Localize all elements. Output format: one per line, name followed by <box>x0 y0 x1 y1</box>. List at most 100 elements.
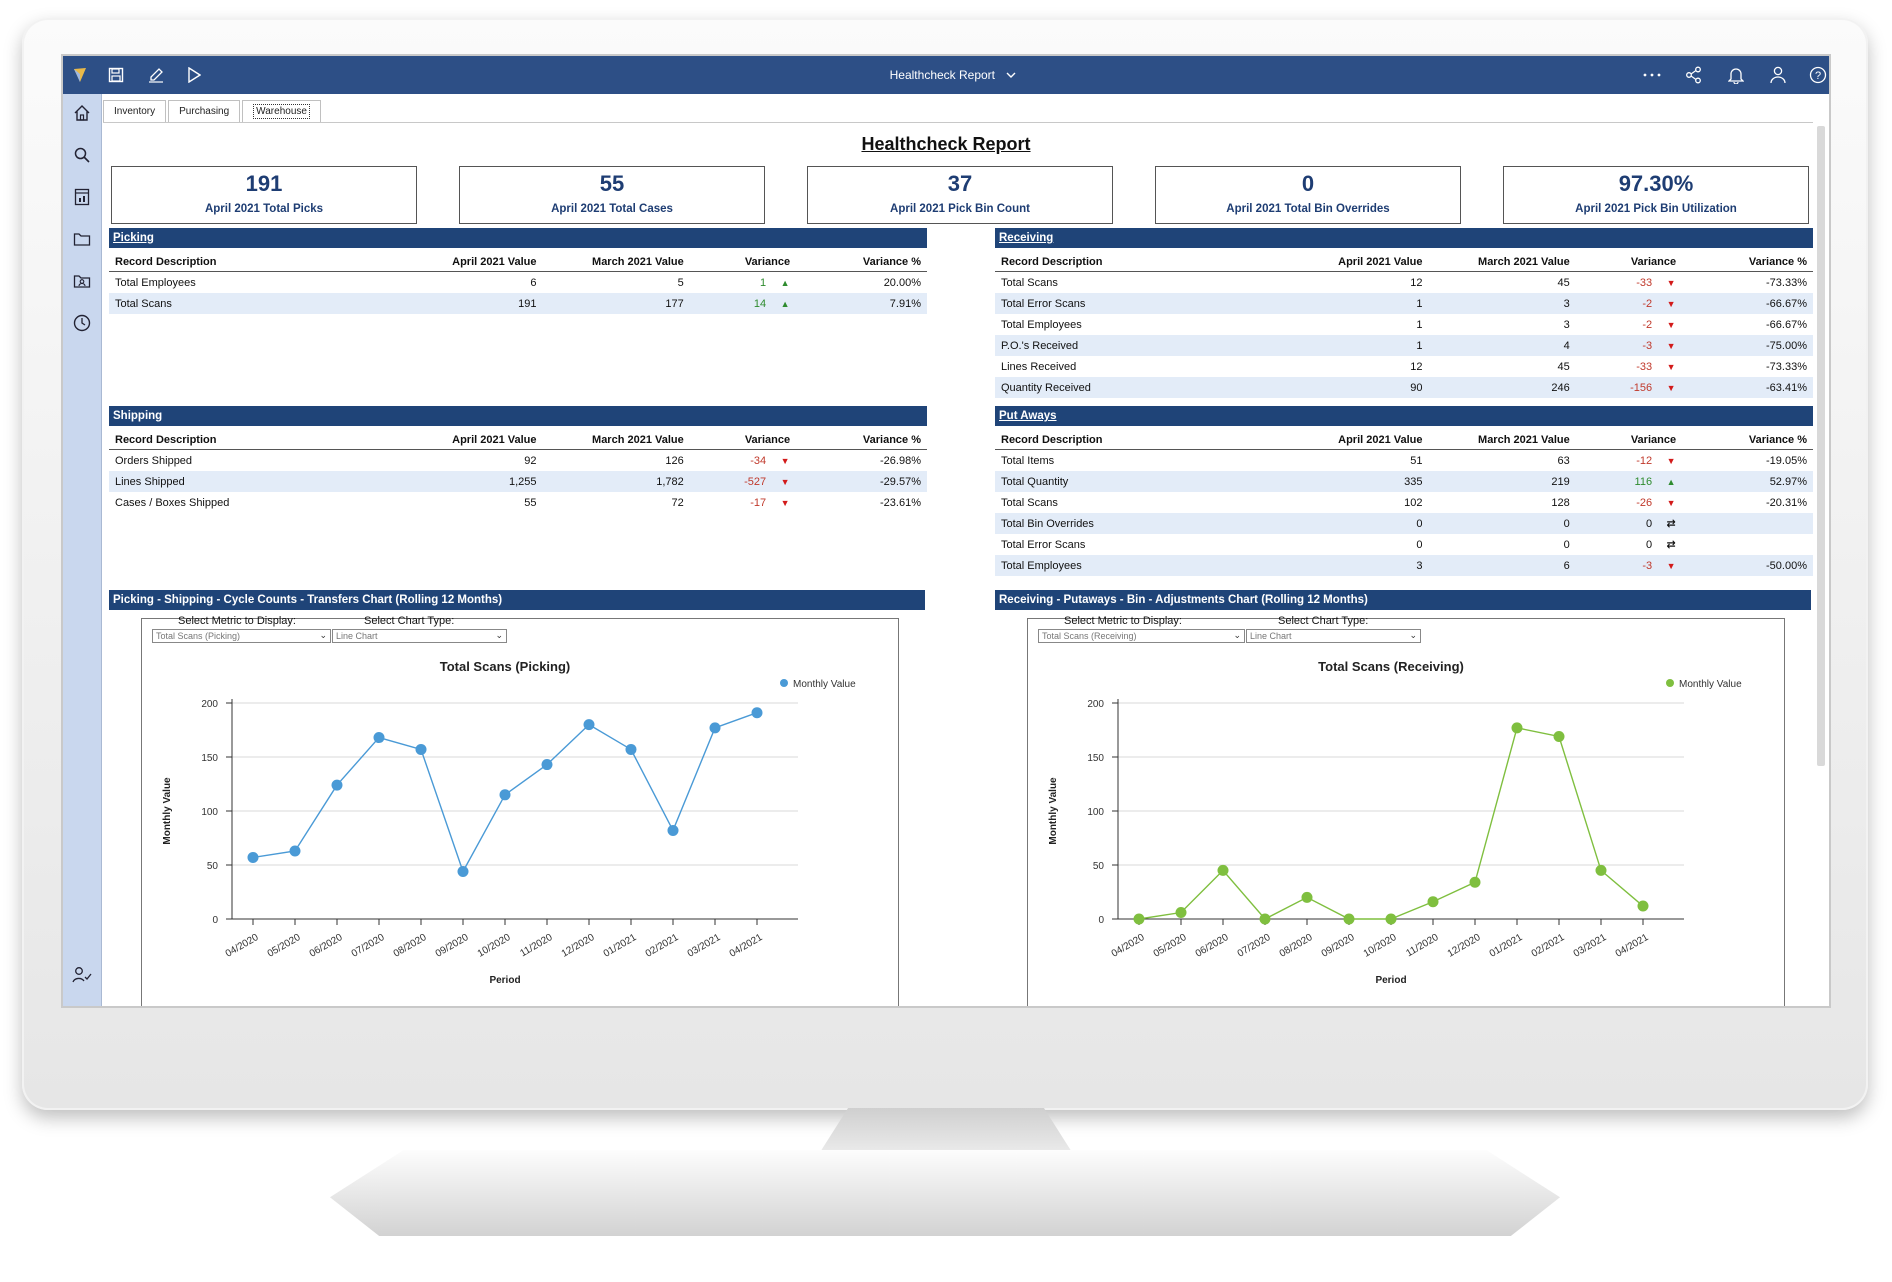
user-settings-icon[interactable] <box>71 964 93 986</box>
data-point <box>583 719 595 731</box>
record-description-text: Total Error Scans <box>1001 297 1086 310</box>
column-header: April 2021 Value <box>1289 252 1429 272</box>
record-description-text: P.O.'s Received <box>1001 339 1079 352</box>
column-header: Variance % <box>1682 430 1813 450</box>
record-description: Quantity Received <box>995 377 1290 398</box>
kpi-value: 0 <box>1301 171 1315 196</box>
variance-text: 0 <box>1645 518 1653 530</box>
column-header: Variance <box>689 252 797 272</box>
chart-type-select[interactable]: Line Chart ⌄ <box>332 629 507 643</box>
app-logo-icon[interactable] <box>69 64 91 86</box>
variance: -2 ▼ <box>1576 314 1682 335</box>
data-point <box>1553 730 1565 742</box>
record-description: Orders Shipped <box>109 450 403 472</box>
contacts-icon[interactable] <box>71 270 93 292</box>
april-value-text: 102 <box>1404 496 1423 509</box>
april-value: 1 <box>1289 335 1429 356</box>
x-tick-label: 12/2020 <box>560 932 597 960</box>
run-icon[interactable] <box>183 64 205 86</box>
variance-percent: -50.00% <box>1682 555 1813 576</box>
march-value: 72 <box>543 492 690 513</box>
column-header: Variance <box>1575 252 1683 272</box>
tab-purchasing[interactable]: Purchasing <box>168 100 241 123</box>
clock-icon[interactable] <box>71 312 93 334</box>
record-description-text: Total Employees <box>1001 318 1082 331</box>
march-value: 3 <box>1429 314 1576 335</box>
picking-section: Picking Record Description April 2021 Val… <box>109 228 927 314</box>
tab-label: Purchasing <box>179 106 230 117</box>
arrow-down-icon: ▼ <box>1666 560 1676 571</box>
search-icon[interactable] <box>71 144 93 166</box>
app-screen: Healthcheck Report ? <box>61 54 1831 1008</box>
chart-frame: Select Metric to Display: Select Chart T… <box>1027 615 1785 1006</box>
april-value-text: 0 <box>1416 538 1423 551</box>
app-title-dropdown[interactable]: Healthcheck Report <box>863 56 1043 94</box>
variance-percent <box>1682 534 1813 555</box>
record-description: Total Items <box>995 450 1289 472</box>
record-description: Total Error Scans <box>995 293 1290 314</box>
column-header: April 2021 Value <box>403 430 543 450</box>
variance-text: -3 <box>1642 339 1653 352</box>
table-row: Total Employees 1 3 -2 ▼ -66.67% <box>995 314 1813 335</box>
column-header: Variance % <box>796 430 927 450</box>
column-header: Variance <box>689 430 797 450</box>
march-value: 6 <box>1428 555 1576 576</box>
x-tick-label: 04/2021 <box>728 932 765 960</box>
march-value-text: 45 <box>1557 276 1570 289</box>
variance-percent-text: -19.05% <box>1766 454 1807 467</box>
march-value: 0 <box>1428 513 1576 534</box>
april-value: 335 <box>1289 471 1429 492</box>
variance-text: -26 <box>1636 496 1653 509</box>
folder-icon[interactable] <box>71 228 93 250</box>
section-title-link[interactable]: Receiving <box>995 228 1813 248</box>
kpi-label: April 2021 Total Picks <box>204 203 324 215</box>
table-row: Total Scans 12 45 -33 ▼ -73.33% <box>995 272 1813 294</box>
share-icon[interactable] <box>1683 64 1705 86</box>
variance-text: 116 <box>1634 475 1653 488</box>
x-tick-label: 05/2020 <box>1152 932 1189 960</box>
metric-select[interactable]: Total Scans (Receiving) ⌄ <box>1038 629 1245 643</box>
metric-select[interactable]: Total Scans (Picking) ⌄ <box>152 629 331 643</box>
bell-icon[interactable] <box>1725 64 1747 86</box>
more-icon[interactable] <box>1641 64 1663 86</box>
vertical-scrollbar[interactable] <box>1817 126 1825 766</box>
tab-warehouse[interactable]: Warehouse <box>242 100 321 123</box>
record-description-text: Lines Received <box>1001 360 1077 373</box>
april-value: 12 <box>1289 356 1428 377</box>
chevron-down-icon: ⌄ <box>319 630 327 640</box>
home-icon[interactable] <box>71 102 93 124</box>
section-title-link[interactable]: Picking <box>109 228 927 248</box>
variance-percent-text: -20.31% <box>1766 496 1807 509</box>
table-row: Cases / Boxes Shipped 55 72 -17 ▼ -23.61% <box>109 492 927 513</box>
march-value-text: 1,782 <box>656 475 684 488</box>
chart-type-select[interactable]: Line Chart ⌄ <box>1246 629 1421 643</box>
march-value: 45 <box>1429 272 1576 294</box>
record-description: Total Quantity <box>995 471 1290 492</box>
tab-inventory[interactable]: Inventory <box>103 100 167 123</box>
table-row: P.O.'s Received 1 4 -3 ▼ -75.00% <box>995 335 1813 356</box>
table-row: Total Employees 6 5 1 ▲ 20.00% <box>109 272 927 294</box>
report-icon[interactable] <box>71 186 93 208</box>
record-description: Total Employees <box>995 555 1290 576</box>
arrow-down-icon: ▼ <box>1666 361 1676 372</box>
legend-label: Monthly Value <box>793 679 856 690</box>
help-icon[interactable]: ? <box>1807 64 1829 86</box>
x-tick-label: 09/2020 <box>1320 932 1357 960</box>
chart-panel-title: Picking - Shipping - Cycle Counts - Tran… <box>109 590 925 610</box>
march-value-text: 63 <box>1557 454 1570 467</box>
save-icon[interactable] <box>105 64 127 86</box>
variance-percent-text: -29.57% <box>880 475 921 488</box>
y-tick-label: 150 <box>1087 753 1104 764</box>
user-icon[interactable] <box>1767 64 1789 86</box>
variance-percent <box>1682 513 1813 534</box>
variance-percent-text: -63.41% <box>1766 381 1807 394</box>
svg-text:?: ? <box>1815 70 1821 82</box>
edit-icon[interactable] <box>145 64 167 86</box>
table-row: Lines Received 12 45 -33 ▼ -73.33% <box>995 356 1813 377</box>
section-title: Shipping <box>109 406 927 426</box>
variance: -33 ▼ <box>1576 272 1682 294</box>
app-title: Healthcheck Report <box>889 68 996 82</box>
april-value-text: 55 <box>524 496 537 509</box>
section-title-link[interactable]: Put Aways <box>995 406 1813 426</box>
variance-percent: 7.91% <box>796 293 927 314</box>
